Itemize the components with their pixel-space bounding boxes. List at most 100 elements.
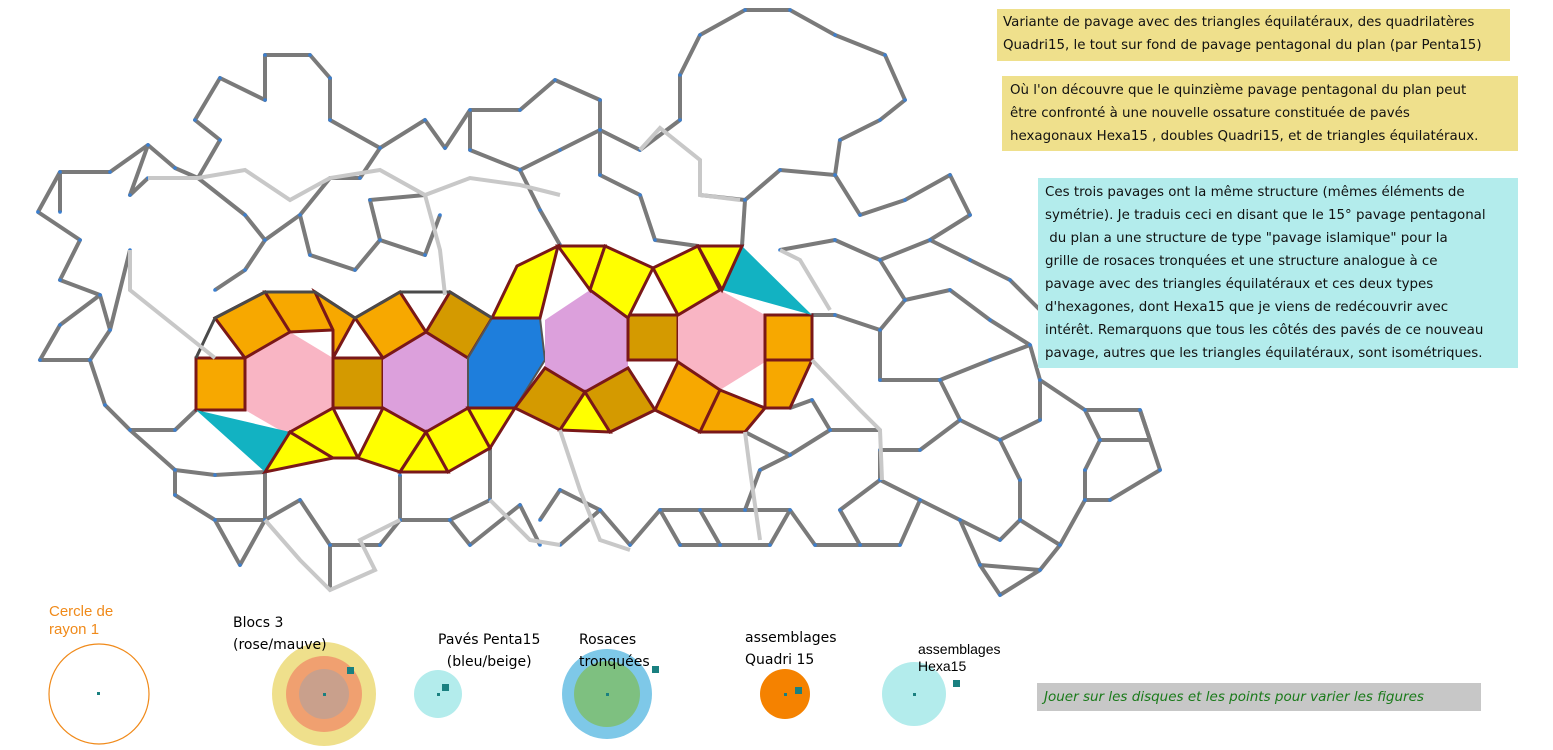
quadri-center[interactable] bbox=[784, 693, 787, 696]
vertex-point bbox=[423, 253, 427, 257]
note-line: pavage avec des triangles équilatéraux e… bbox=[1045, 277, 1434, 292]
vertex-point bbox=[238, 563, 242, 567]
label-line: rayon 1 bbox=[49, 621, 100, 638]
vertex-point bbox=[998, 538, 1002, 542]
pentagon-edge bbox=[518, 169, 562, 246]
vertex-point bbox=[833, 173, 837, 177]
unit-circle-center[interactable] bbox=[97, 692, 100, 695]
pentagon-edge bbox=[1085, 409, 1162, 502]
note-structure: Ces trois pavages ont la même structure … bbox=[1038, 178, 1518, 368]
rosaces-point[interactable] bbox=[652, 666, 659, 673]
label-line: (bleu/beige) bbox=[446, 654, 532, 670]
vertex-point bbox=[103, 403, 107, 407]
vertex-point bbox=[998, 438, 1002, 442]
penta-center[interactable] bbox=[437, 693, 440, 696]
vertex-point bbox=[988, 318, 992, 322]
vertex-point bbox=[218, 76, 222, 80]
pentagon-edge bbox=[298, 214, 442, 272]
vertex-point bbox=[828, 428, 832, 432]
penta-point[interactable] bbox=[442, 684, 449, 691]
vertex-point bbox=[878, 118, 882, 122]
vertex-point bbox=[698, 33, 702, 37]
blocs-point[interactable] bbox=[347, 667, 354, 674]
vertex-point bbox=[878, 378, 882, 382]
vertex-point bbox=[628, 543, 632, 547]
vertex-point bbox=[468, 543, 472, 547]
note-line: hexagonaux Hexa15 , doubles Quadri15, et… bbox=[1010, 129, 1479, 144]
vertex-point bbox=[903, 298, 907, 302]
vertex-point bbox=[858, 543, 862, 547]
vertex-point bbox=[788, 8, 792, 12]
vertex-point bbox=[328, 118, 332, 122]
pentagon-edge bbox=[88, 359, 198, 432]
yellow-triangle bbox=[489, 243, 561, 320]
vertex-point bbox=[358, 176, 362, 180]
vertex-point bbox=[173, 166, 177, 170]
vertex-point bbox=[918, 448, 922, 452]
vertex-point bbox=[128, 193, 132, 197]
vertex-point bbox=[263, 238, 267, 242]
vertex-point bbox=[88, 358, 92, 362]
label-line: Hexa15 bbox=[918, 658, 967, 674]
vertex-point bbox=[1138, 408, 1142, 412]
quadri15-dark-orange bbox=[331, 356, 385, 410]
vertex-point bbox=[213, 288, 217, 292]
vertex-point bbox=[243, 213, 247, 217]
vertex-point bbox=[518, 503, 522, 507]
vertex-point bbox=[58, 210, 62, 214]
label-line: tronquées bbox=[579, 654, 650, 670]
yellow-triangle bbox=[588, 243, 656, 321]
vertex-point bbox=[1098, 438, 1102, 442]
pentagon-edge bbox=[213, 519, 267, 567]
unit-circle[interactable] bbox=[48, 643, 150, 745]
vertex-point bbox=[928, 238, 932, 242]
pentagon-edge bbox=[1028, 344, 1102, 500]
vertex-point bbox=[173, 468, 177, 472]
vertex-point bbox=[1028, 343, 1032, 347]
quadri15-dark-orange bbox=[626, 313, 680, 362]
vertex-point bbox=[193, 118, 197, 122]
vertex-point bbox=[638, 193, 642, 197]
vertex-point bbox=[833, 238, 837, 242]
vertex-point bbox=[378, 146, 382, 150]
vertex-point bbox=[978, 563, 982, 567]
vertex-point bbox=[378, 238, 382, 242]
vertex-point bbox=[1083, 498, 1087, 502]
pentagon-edge bbox=[658, 508, 720, 547]
vertex-point bbox=[743, 508, 747, 512]
quadri-point[interactable] bbox=[795, 687, 802, 694]
vertex-point bbox=[1038, 568, 1042, 572]
vertex-point bbox=[58, 278, 62, 282]
vertex-point bbox=[838, 138, 842, 142]
vertex-point bbox=[328, 543, 332, 547]
vertex-point bbox=[968, 258, 972, 262]
blocs-center[interactable] bbox=[323, 693, 326, 696]
hexa-point[interactable] bbox=[953, 680, 960, 687]
pentagon-edge bbox=[558, 508, 662, 547]
hexa15-mauve bbox=[545, 290, 628, 392]
vertex-point bbox=[378, 543, 382, 547]
pentagon-edge bbox=[128, 428, 266, 477]
quadri15-orange bbox=[763, 358, 815, 410]
hexa15-quadri15-band bbox=[194, 243, 815, 475]
hint-box: Jouer sur les disques et les points pour… bbox=[1037, 683, 1481, 711]
pentagon-edge bbox=[698, 508, 792, 547]
note-line: Quadri15, le tout sur fond de pavage pen… bbox=[1003, 38, 1482, 53]
hexa-center[interactable] bbox=[913, 693, 916, 696]
vertex-point bbox=[833, 313, 837, 317]
vertex-point bbox=[558, 488, 562, 492]
label-line: Quadri 15 bbox=[745, 652, 815, 668]
rosaces-center[interactable] bbox=[606, 693, 609, 696]
vertex-point bbox=[243, 268, 247, 272]
vertex-point bbox=[878, 328, 882, 332]
vertex-point bbox=[213, 518, 217, 522]
quadri15-orange bbox=[194, 356, 247, 412]
vertex-point bbox=[810, 398, 814, 402]
pentagon-edge bbox=[699, 168, 836, 202]
vertex-point bbox=[958, 518, 962, 522]
vertex-point bbox=[678, 543, 682, 547]
vertex-point bbox=[948, 288, 952, 292]
vertex-point bbox=[398, 473, 402, 477]
vertex-point bbox=[448, 518, 452, 522]
note-decouverte: Où l'on découvre que le quinzième pavage… bbox=[1002, 76, 1518, 151]
